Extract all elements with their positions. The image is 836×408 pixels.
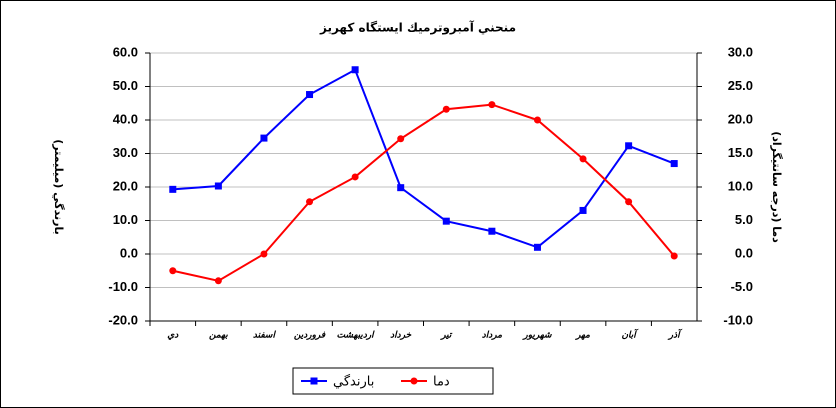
y2-tick-label: 5.0 [735,212,753,227]
y2-axis-title: دما (درجه سانتيگراد) [770,131,783,243]
legend-label: دما [433,375,450,390]
y-tick-label: 30.0 [113,145,138,160]
y-tick-label: 10.0 [113,212,138,227]
x-tick-label: دي [167,331,179,341]
marker [488,227,496,235]
legend-marker [410,377,418,385]
y-tick-label: 20.0 [113,178,138,193]
x-tick-label: آذر [667,329,683,341]
marker [488,101,496,109]
y2-tick-label: 30.0 [728,44,753,59]
chart-title: منحني آمبروترميك ايستگاه كهريز [319,20,516,36]
x-tick-label: فروردين [294,331,326,341]
marker [260,250,268,258]
marker [351,173,359,181]
marker [533,116,541,124]
y-axis-title: بارندگي (ميليمتر) [52,139,65,234]
marker [397,135,405,143]
y2-tick-label: 20.0 [728,111,753,126]
y-tick-label: 60.0 [113,44,138,59]
marker [306,198,314,206]
marker [214,277,222,285]
marker [670,160,678,168]
marker [306,91,314,99]
y2-tick-label: 10.0 [728,178,753,193]
marker [670,252,678,260]
y-tick-label: 50.0 [113,78,138,93]
marker [625,142,633,150]
x-tick-label: مهر [574,331,590,341]
marker [442,217,450,225]
y2-tick-label: 25.0 [728,78,753,93]
x-tick-label: تير [439,331,453,341]
x-tick-label: آبان [621,329,639,341]
marker [579,206,587,214]
series-line [172,68,675,249]
y2-tick-label: -5.0 [731,279,753,294]
marker [169,267,177,275]
x-tick-label: خرداد [390,330,411,341]
marker [533,243,541,251]
marker [260,134,268,142]
series-line [172,103,675,282]
marker [351,66,359,74]
x-tick-label: بهمن [209,331,228,341]
marker [579,155,587,163]
y-tick-label: -20.0 [108,312,138,327]
marker [397,184,405,192]
legend-label: بارندگي [333,374,374,390]
x-tick-label: مرداد [482,330,502,341]
x-tick-label: شهريور [521,331,552,341]
marker [442,105,450,113]
x-tick-label: اسفند [253,330,277,341]
x-tick-label: ارديبهشت [337,330,376,341]
marker [214,182,222,190]
y2-tick-label: 15.0 [728,145,753,160]
y2-tick-label: -10.0 [723,312,753,327]
y-tick-label: -10.0 [108,279,138,294]
y-tick-label: 40.0 [113,111,138,126]
marker [625,198,633,206]
marker [169,185,177,193]
legend-marker [310,377,318,385]
y2-tick-label: 0.0 [735,245,753,260]
y-tick-label: 0.0 [120,245,138,260]
